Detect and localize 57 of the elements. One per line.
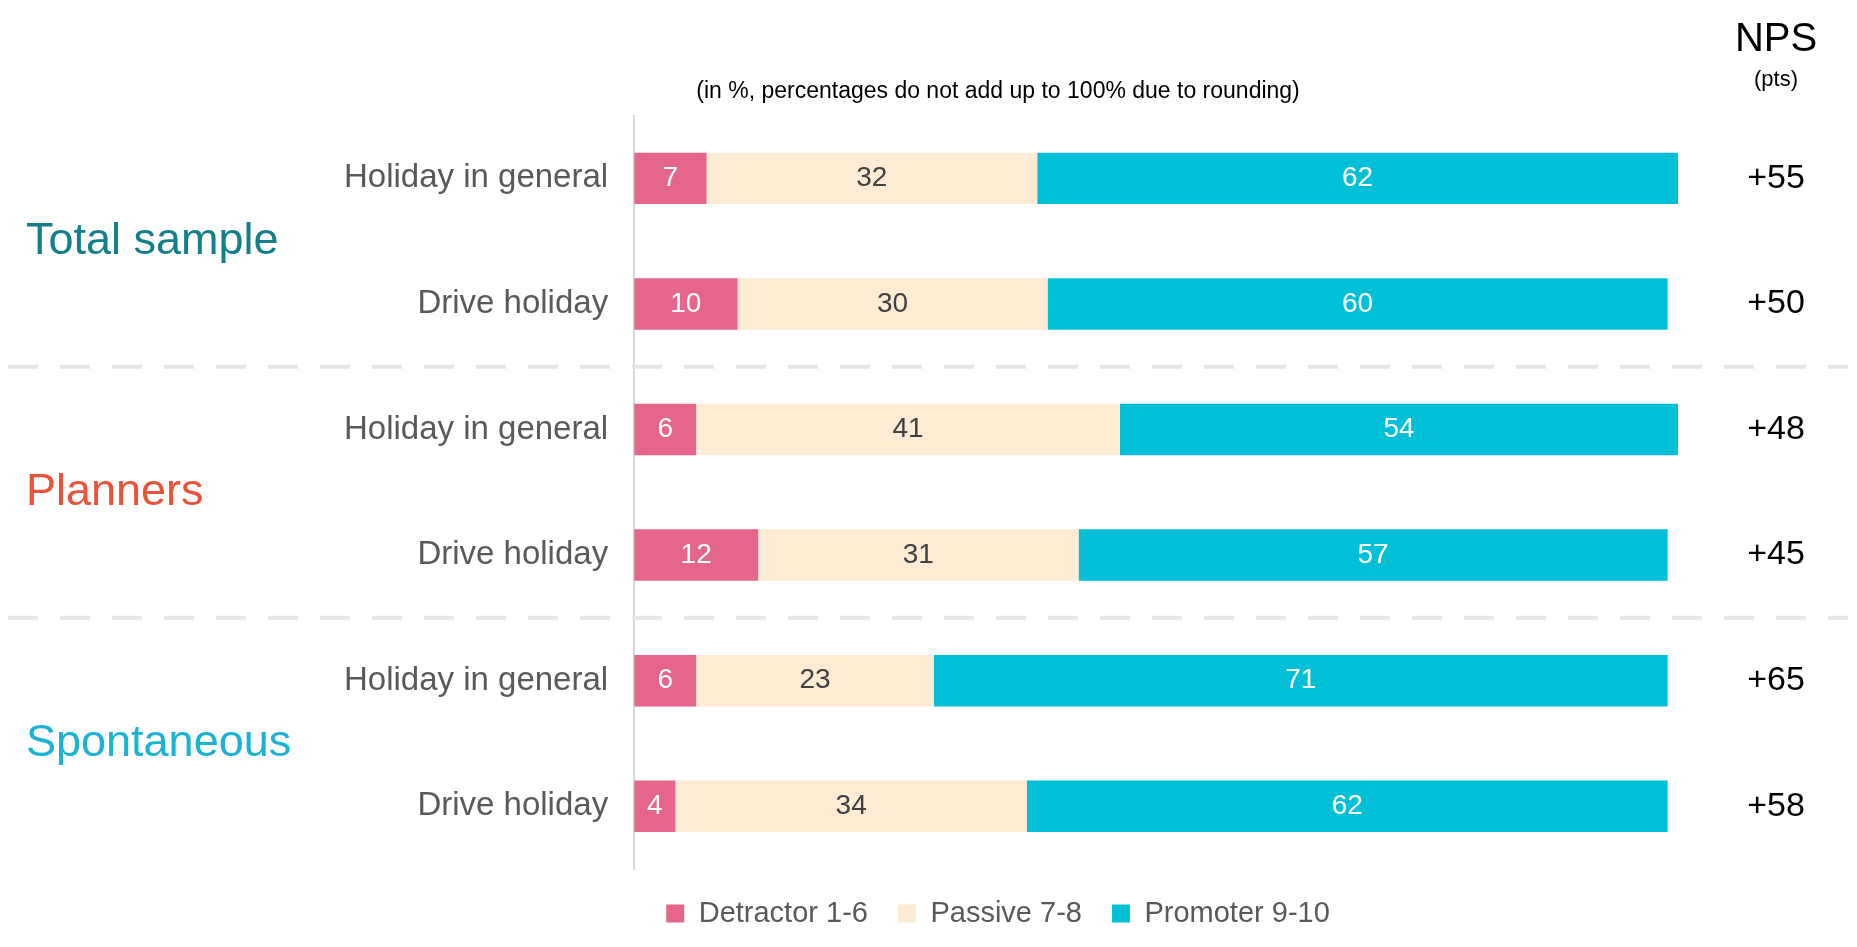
data-label: 62 — [1342, 161, 1374, 193]
chart-subtitle: (in %, percentages do not add up to 100% due to rounding) — [696, 77, 1300, 104]
bar — [1078, 529, 1668, 581]
data-label: 57 — [1357, 537, 1389, 569]
text: Total sample — [26, 212, 279, 264]
bar — [634, 529, 759, 581]
text: +50 — [1747, 282, 1805, 321]
text: +55 — [1747, 156, 1805, 195]
y-tick-label: Drive holiday — [417, 283, 609, 321]
data-label: 41 — [892, 412, 924, 444]
data-label: 32 — [856, 161, 888, 193]
bar — [634, 278, 738, 330]
bar — [696, 654, 934, 707]
data-label: 6 — [657, 412, 673, 444]
text: Spontaneous — [26, 714, 292, 766]
bar — [634, 780, 676, 832]
bar — [933, 654, 1668, 707]
data-label: 54 — [1383, 412, 1415, 444]
bar — [758, 529, 1079, 581]
bar — [634, 403, 697, 456]
bar — [1047, 278, 1668, 330]
data-label: 30 — [876, 286, 909, 318]
data-label: 4 — [647, 788, 663, 820]
legend-label: Passive 7-8 — [930, 895, 1082, 928]
data-label: 71 — [1285, 663, 1317, 695]
y-tick-label: Holiday in general — [343, 408, 609, 446]
y-tick-label: Holiday in general — [343, 659, 609, 697]
y-tick-label: Drive holiday — [417, 534, 609, 572]
data-label: 62 — [1331, 788, 1363, 820]
text: +48 — [1747, 407, 1805, 446]
text: +45 — [1747, 533, 1805, 572]
bar — [1026, 780, 1668, 832]
data-label: 12 — [680, 537, 712, 569]
bar — [706, 152, 1038, 205]
data-label: 10 — [670, 286, 702, 318]
data-label: 23 — [799, 663, 831, 695]
bar — [675, 780, 1027, 832]
legend-label: Promoter 9-10 — [1144, 895, 1330, 928]
text: +58 — [1747, 784, 1805, 823]
bar — [1037, 152, 1678, 205]
data-label: 6 — [657, 663, 673, 695]
text: (pts) — [1754, 66, 1798, 92]
data-label: 7 — [662, 161, 679, 193]
data-label: 31 — [902, 537, 934, 569]
bar — [737, 278, 1048, 330]
y-tick-label: Holiday in general — [343, 157, 609, 195]
text: NPS — [1734, 15, 1818, 60]
bar — [1119, 403, 1678, 456]
data-label: 34 — [835, 788, 867, 820]
text: Planners — [26, 463, 204, 515]
bar — [634, 152, 707, 205]
text: +65 — [1747, 659, 1805, 698]
bar — [696, 403, 1120, 456]
y-tick-label: Drive holiday — [417, 785, 609, 823]
bar — [634, 654, 697, 707]
legend-label: Detractor 1-6 — [698, 895, 868, 928]
data-label: 60 — [1342, 286, 1374, 318]
